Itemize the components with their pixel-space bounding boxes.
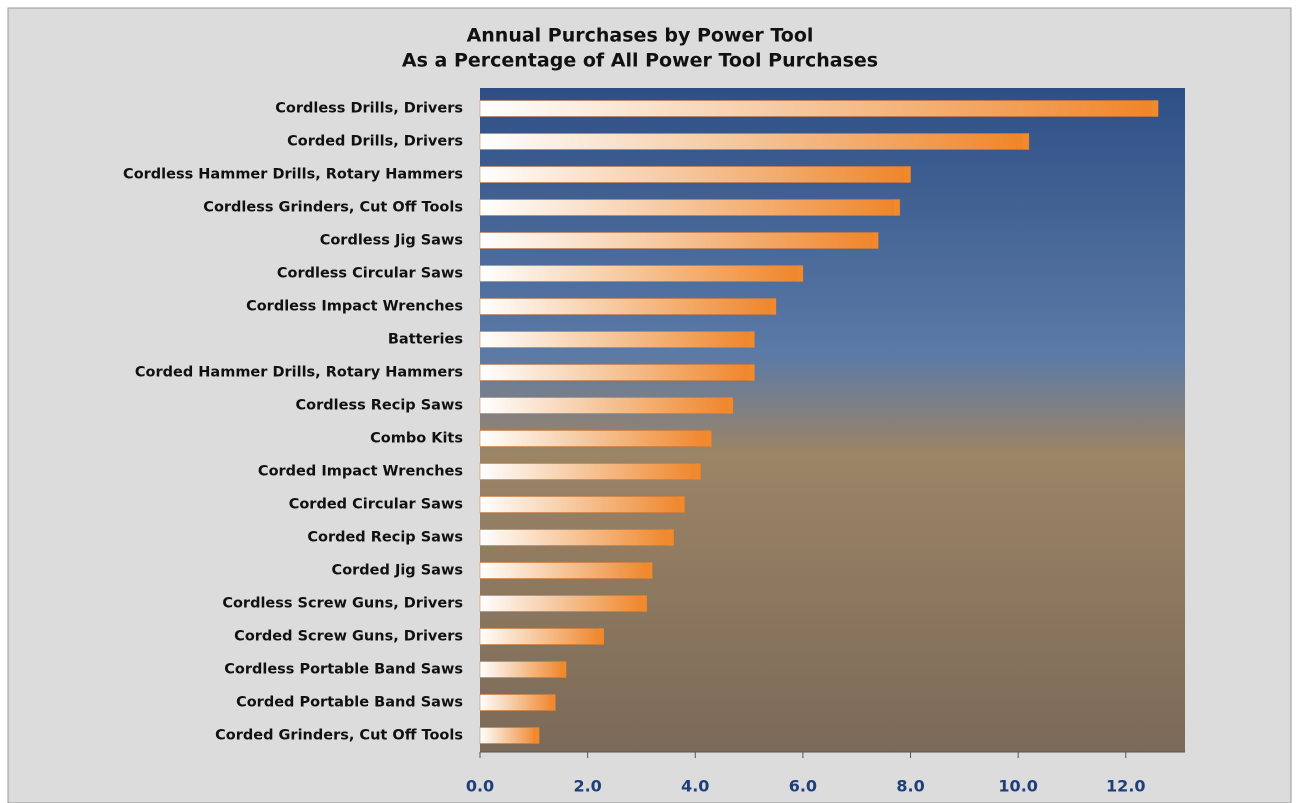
y-tick-label: Corded Drills, Drivers <box>287 134 463 150</box>
y-tick-label: Cordless Impact Wrenches <box>246 299 463 315</box>
bar-side <box>480 332 754 348</box>
bar-side <box>480 728 539 744</box>
x-tick-label: 8.0 <box>896 777 924 796</box>
bar-end <box>705 431 711 447</box>
bar-end <box>748 365 754 381</box>
bar-end <box>872 233 878 249</box>
y-tick-label: Cordless Hammer Drills, Rotary Hammers <box>123 167 463 183</box>
x-tick-label: 2.0 <box>573 777 601 796</box>
bar-end <box>668 530 674 546</box>
bar-end <box>641 596 647 612</box>
bar-side <box>480 530 674 546</box>
y-tick-label: Corded Jig Saws <box>332 563 463 579</box>
y-tick-label: Corded Grinders, Cut Off Tools <box>215 728 463 744</box>
y-tick-label: Corded Impact Wrenches <box>258 464 463 480</box>
bar-side <box>480 200 900 216</box>
bar-side <box>480 563 652 579</box>
bar-end <box>727 398 733 414</box>
x-tick-label: 0.0 <box>466 777 494 796</box>
bar-end <box>549 695 555 711</box>
bar-end <box>533 728 539 744</box>
bar-end <box>748 332 754 348</box>
chart: Annual Purchases by Power Tool As a Perc… <box>0 0 1299 803</box>
bar-side <box>480 629 604 645</box>
bar-side <box>480 101 1158 117</box>
x-tick-label: 10.0 <box>998 777 1037 796</box>
bar-end <box>646 563 652 579</box>
x-tick-label: 4.0 <box>681 777 709 796</box>
bar-side <box>480 134 1029 150</box>
y-tick-label: Cordless Portable Band Saws <box>224 662 463 678</box>
bar-side <box>480 365 754 381</box>
y-tick-label: Batteries <box>388 332 463 348</box>
bar-side <box>480 596 647 612</box>
bar-side <box>480 662 566 678</box>
bar-end <box>905 167 911 183</box>
bar-side <box>480 431 711 447</box>
bar-end <box>797 266 803 282</box>
bar-end <box>598 629 604 645</box>
bar-end <box>1152 101 1158 117</box>
bar-end <box>695 464 701 480</box>
bar-side <box>480 497 685 513</box>
bar-side <box>480 167 911 183</box>
y-tick-label: Cordless Screw Guns, Drivers <box>222 596 463 612</box>
y-tick-label: Cordless Jig Saws <box>320 233 463 249</box>
bar-end <box>770 299 776 315</box>
plot-area <box>480 88 1185 752</box>
y-tick-label: Corded Screw Guns, Drivers <box>234 629 463 645</box>
x-tick-label: 6.0 <box>789 777 817 796</box>
bar-side <box>480 266 803 282</box>
bar-side <box>480 464 701 480</box>
bar-side <box>480 695 555 711</box>
y-tick-label: Corded Hammer Drills, Rotary Hammers <box>135 365 463 381</box>
chart-subtitle: As a Percentage of All Power Tool Purcha… <box>402 50 878 72</box>
y-tick-label: Combo Kits <box>370 431 463 447</box>
bar-side <box>480 299 776 315</box>
y-tick-label: Cordless Grinders, Cut Off Tools <box>203 200 463 216</box>
x-tick-label: 12.0 <box>1106 777 1145 796</box>
y-tick-label: Cordless Drills, Drivers <box>275 101 463 117</box>
y-tick-label: Cordless Circular Saws <box>277 266 463 282</box>
chart-title: Annual Purchases by Power Tool <box>467 25 814 47</box>
y-tick-label: Cordless Recip Saws <box>296 398 464 414</box>
bar-end <box>1023 134 1029 150</box>
bar-end <box>560 662 566 678</box>
y-tick-label: Corded Recip Saws <box>307 530 463 546</box>
bar-side <box>480 398 733 414</box>
bar-end <box>894 200 900 216</box>
y-tick-label: Corded Circular Saws <box>289 497 463 513</box>
y-tick-label: Corded Portable Band Saws <box>236 695 463 711</box>
bar-end <box>679 497 685 513</box>
bar-side <box>480 233 878 249</box>
